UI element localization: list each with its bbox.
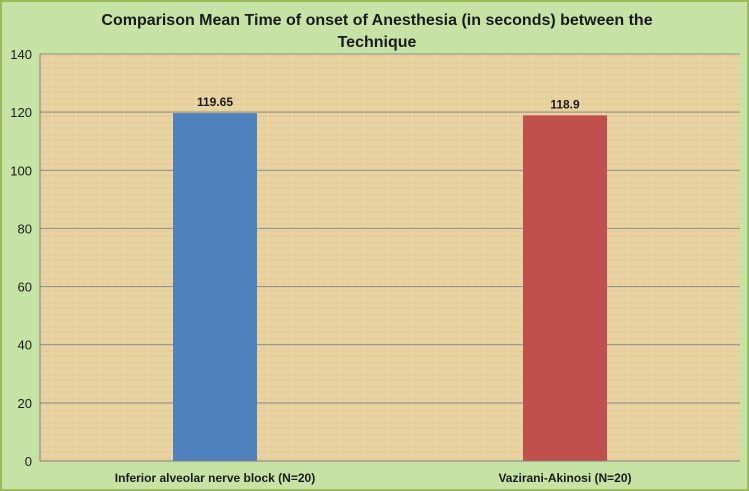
bar	[523, 115, 607, 462]
plot-area	[40, 54, 740, 461]
x-category-label: Inferior alveolar nerve block (N=20)	[115, 471, 315, 485]
bars	[173, 113, 607, 462]
bar	[173, 113, 257, 462]
x-category-label: Vazirani-Akinosi (N=20)	[498, 471, 631, 485]
y-tick-label: 20	[18, 396, 32, 411]
y-tick-label: 140	[10, 47, 32, 62]
y-tick-label: 120	[10, 105, 32, 120]
y-tick-label: 100	[10, 163, 32, 178]
data-labels: 119.65 118.9	[197, 95, 580, 111]
chart-title: Comparison Mean Time of onset of Anesthe…	[101, 12, 653, 51]
bar-data-label: 118.9	[550, 97, 580, 111]
y-tick-label: 80	[18, 221, 32, 236]
x-axis-categories: Inferior alveolar nerve block (N=20) Vazi…	[115, 471, 632, 485]
bar-data-label: 119.65	[197, 95, 233, 109]
y-axis-ticks: 0 20 40 60 80 100 120 140	[10, 47, 32, 469]
y-tick-label: 0	[25, 454, 32, 469]
y-tick-label: 40	[18, 338, 32, 353]
y-tick-label: 60	[18, 280, 32, 295]
gridlines	[40, 53, 740, 404]
